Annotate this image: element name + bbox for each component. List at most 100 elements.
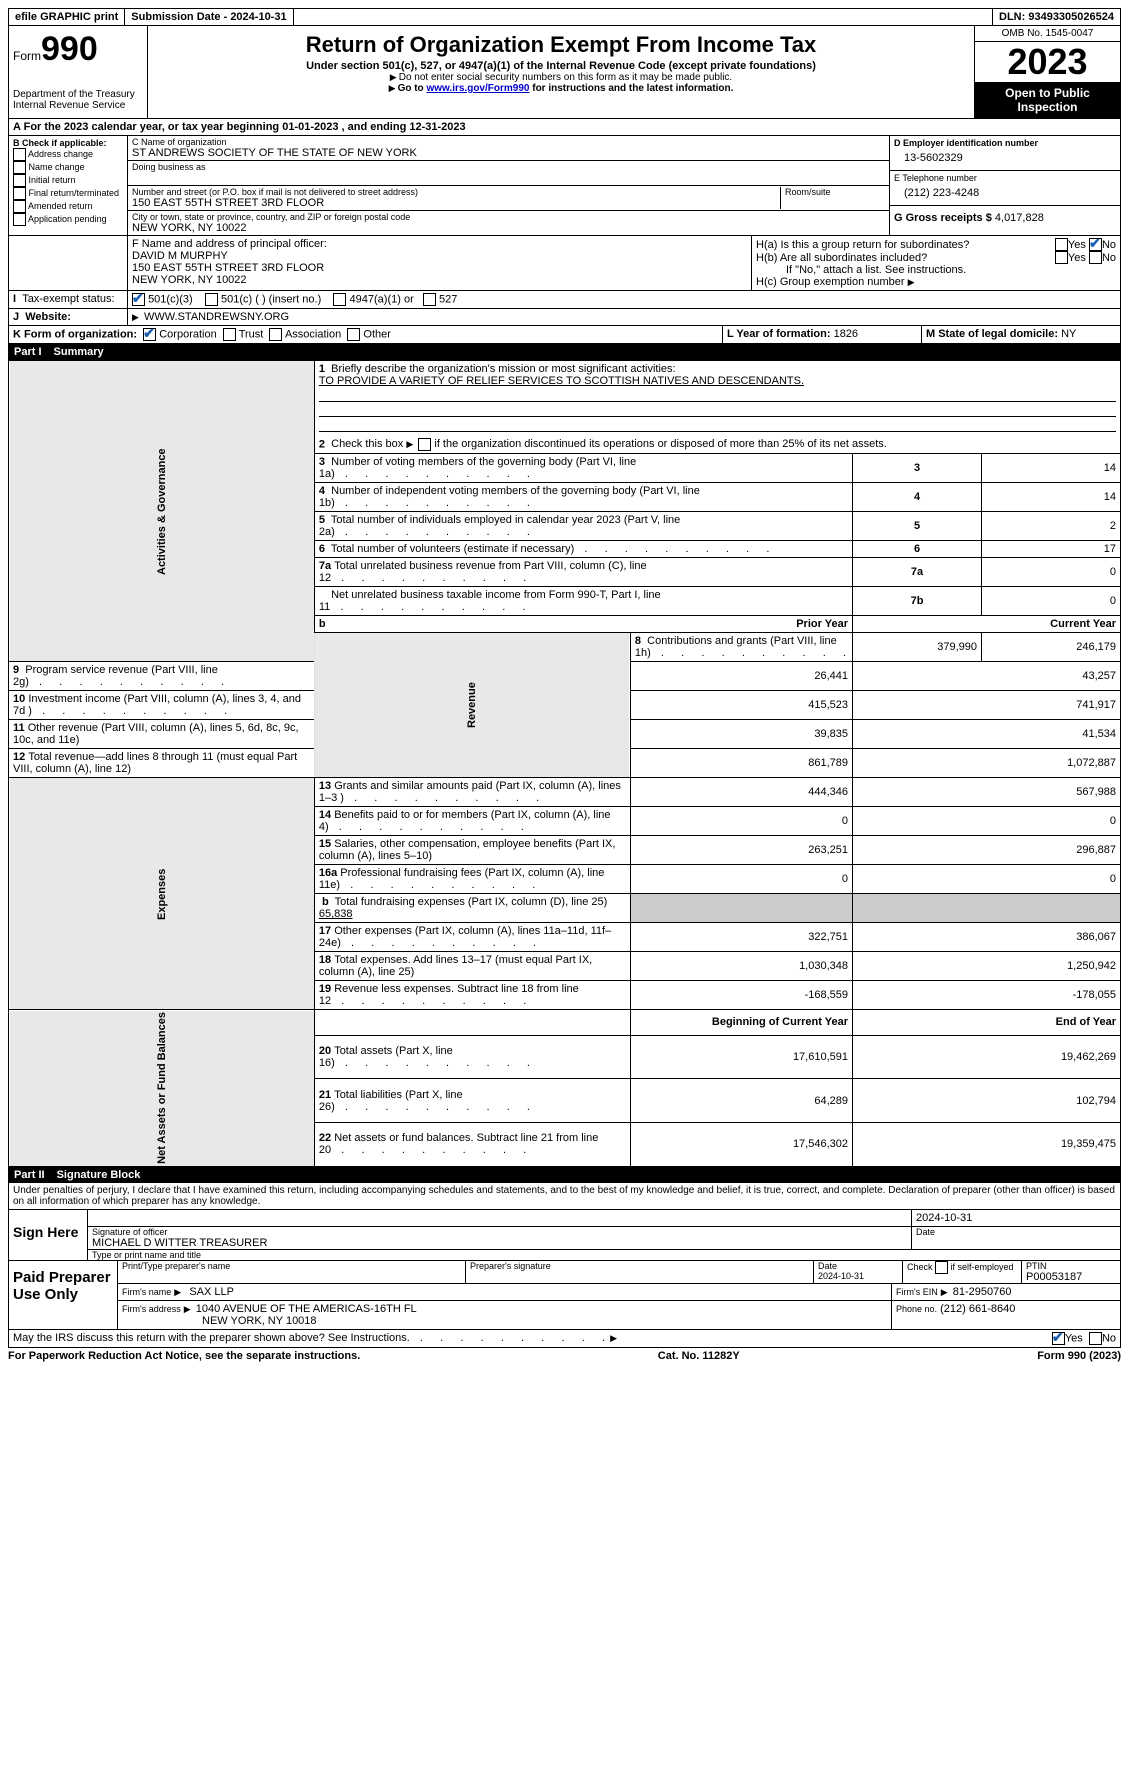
cb-501c[interactable] (205, 293, 218, 306)
form-subtitle: Under section 501(c), 527, or 4947(a)(1)… (152, 60, 970, 72)
officer-group-block: F Name and address of principal officer:… (8, 236, 1121, 291)
hb-no[interactable] (1089, 251, 1102, 264)
current-year-header: Current Year (853, 616, 1121, 633)
q1-label: Briefly describe the organization's miss… (331, 363, 675, 375)
officer-addr1: 150 EAST 55TH STREET 3RD FLOOR (132, 262, 747, 274)
officer-addr2: NEW YORK, NY 10022 (132, 274, 747, 286)
preparer-phone: (212) 661-8640 (940, 1303, 1015, 1315)
public-inspection: Open to Public Inspection (975, 82, 1120, 118)
cb-initial-return: Initial return (13, 174, 123, 187)
h-c-label: H(c) Group exemption number (756, 276, 1116, 288)
dba-label: Doing business as (132, 162, 885, 172)
h-a-label: H(a) Is this a group return for subordin… (756, 239, 1055, 251)
website-value: WWW.STANDREWSNY.ORG (144, 311, 289, 323)
ptin-value: P00053187 (1026, 1271, 1116, 1283)
q2-label: Check this box if the organization disco… (331, 438, 887, 450)
ha-yes[interactable] (1055, 238, 1068, 251)
omb-number: OMB No. 1545-0047 (975, 26, 1120, 42)
firm-name: SAX LLP (189, 1286, 234, 1298)
goto-note: Go to www.irs.gov/Form990 for instructio… (152, 83, 970, 94)
klm-row: K Form of organization: Corporation Trus… (8, 326, 1121, 344)
cb-other[interactable] (347, 328, 360, 341)
officer-name: DAVID M MURPHY (132, 250, 747, 262)
part1-header: Part I Summary (8, 344, 1121, 360)
box-b-label: B Check if applicable: (13, 138, 107, 148)
street-label: Number and street (or P.O. box if mail i… (132, 187, 780, 197)
discuss-no[interactable] (1089, 1332, 1102, 1345)
year-formation: 1826 (834, 328, 858, 340)
gross-receipts-label: G Gross receipts $ (894, 212, 992, 224)
ein-value: 13-5602329 (894, 148, 1116, 168)
side-activities: Activities & Governance (9, 361, 315, 662)
prior-year-header: Prior Year (630, 616, 852, 633)
tax-year: 2023 (975, 42, 1120, 82)
org-street: 150 EAST 55TH STREET 3RD FLOOR (132, 197, 780, 209)
discuss-yes[interactable] (1052, 1332, 1065, 1345)
firm-city: NEW YORK, NY 10018 (122, 1315, 317, 1327)
line3-value: 14 (982, 454, 1121, 483)
line7a-value: 0 (982, 558, 1121, 587)
page-footer: For Paperwork Reduction Act Notice, see … (8, 1348, 1121, 1362)
cb-527[interactable] (423, 293, 436, 306)
part2-header: Part II Signature Block (8, 1167, 1121, 1183)
side-revenue: Revenue (314, 633, 630, 778)
submission-date: Submission Date - 2024-10-31 (125, 9, 293, 25)
city-label: City or town, state or province, country… (132, 212, 885, 222)
perjury-text: Under penalties of perjury, I declare th… (8, 1183, 1121, 1210)
ha-no[interactable] (1089, 238, 1102, 251)
paid-preparer-block: Paid Preparer Use Only Print/Type prepar… (8, 1261, 1121, 1330)
dept-treasury: Department of the Treasury (13, 89, 143, 100)
org-info-block: B Check if applicable: Address change Na… (8, 136, 1121, 236)
cb-name-change: Name change (13, 161, 123, 174)
sig-date: 2024-10-31 (911, 1210, 1120, 1226)
ein-label: D Employer identification number (894, 138, 1038, 148)
cb-501c3[interactable] (132, 293, 145, 306)
phone-label: E Telephone number (894, 173, 1116, 183)
ssn-note: Do not enter social security numbers on … (152, 72, 970, 83)
state-domicile: NY (1061, 328, 1076, 340)
discuss-row: May the IRS discuss this return with the… (8, 1330, 1121, 1348)
line7b-value: 0 (982, 587, 1121, 616)
cb-4947[interactable] (333, 293, 346, 306)
gross-receipts: 4,017,828 (995, 212, 1044, 224)
cb-corporation[interactable] (143, 328, 156, 341)
cb-amended-return: Amended return (13, 200, 123, 213)
form-title: Return of Organization Exempt From Incom… (152, 32, 970, 58)
cb-trust[interactable] (223, 328, 236, 341)
h-b-note: If "No," attach a list. See instructions… (756, 264, 1116, 276)
efile-label: efile GRAPHIC print (9, 9, 125, 25)
paid-preparer-label: Paid Preparer Use Only (9, 1261, 118, 1329)
firm-addr: 1040 AVENUE OF THE AMERICAS-16TH FL (196, 1303, 417, 1315)
officer-signature: MICHAEL D WITTER TREASURER (92, 1237, 907, 1249)
sign-here-label: Sign Here (9, 1210, 88, 1260)
dln: DLN: 93493305026524 (993, 9, 1120, 25)
tax-exempt-row: I Tax-exempt status: 501(c)(3) 501(c) ( … (8, 291, 1121, 309)
c-name-label: C Name of organization (132, 137, 885, 147)
cb-app-pending: Application pending (13, 213, 123, 226)
hb-yes[interactable] (1055, 251, 1068, 264)
website-row: J Website: WWW.STANDREWSNY.ORG (8, 309, 1121, 326)
side-net-assets: Net Assets or Fund Balances (9, 1010, 315, 1167)
tax-period: For the 2023 calendar year, or tax year … (24, 121, 466, 133)
top-bar: efile GRAPHIC print Submission Date - 20… (8, 8, 1121, 26)
firm-ein: 81-2950760 (953, 1286, 1012, 1298)
phone-value: (212) 223-4248 (894, 183, 1116, 203)
line6-value: 17 (982, 541, 1121, 558)
box-f-label: F Name and address of principal officer: (132, 238, 747, 250)
h-b-label: H(b) Are all subordinates included? (756, 252, 1055, 264)
form-number: Form990 (13, 30, 143, 69)
room-label: Room/suite (785, 187, 885, 197)
mission-text: TO PROVIDE A VARIETY OF RELIEF SERVICES … (319, 375, 804, 387)
k-label: K Form of organization: (13, 328, 137, 340)
cb-final-return: Final return/terminated (13, 187, 123, 200)
org-city: NEW YORK, NY 10022 (132, 222, 885, 234)
side-expenses: Expenses (9, 778, 315, 1010)
signature-block: Sign Here 2024-10-31 Signature of office… (8, 1210, 1121, 1261)
form-header: Form990 Department of the Treasury Inter… (8, 26, 1121, 119)
cb-address-change: Address change (13, 148, 123, 161)
period-row: A For the 2023 calendar year, or tax yea… (8, 119, 1121, 136)
line4-value: 14 (982, 483, 1121, 512)
line5-value: 2 (982, 512, 1121, 541)
irs-link[interactable]: www.irs.gov/Form990 (426, 83, 529, 94)
cb-association[interactable] (269, 328, 282, 341)
